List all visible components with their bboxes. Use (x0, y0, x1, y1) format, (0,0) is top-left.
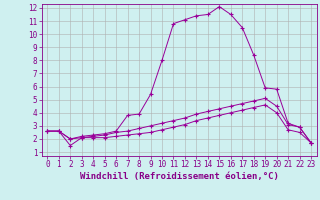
X-axis label: Windchill (Refroidissement éolien,°C): Windchill (Refroidissement éolien,°C) (80, 172, 279, 181)
